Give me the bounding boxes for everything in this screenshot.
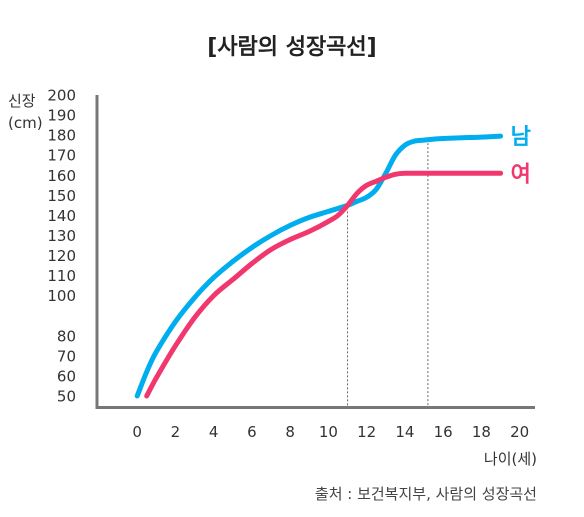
x-tick-label: 10 [319, 423, 338, 441]
chart-title: [사람의 성장곡선] [207, 35, 376, 60]
y-tick-label: 180 [47, 127, 76, 145]
y-tick-label: 160 [47, 167, 76, 185]
y-axis-ticks: 50 60 70 80 100 110 120 130 140 150 160 170 180 190 20… [47, 87, 76, 406]
y-tick-label: 110 [47, 267, 76, 285]
series-line-male [134, 133, 504, 399]
series-labels: 남여 [511, 125, 531, 187]
x-tick-label: 20 [510, 423, 529, 441]
y-tick-label: 170 [47, 147, 76, 165]
y-axis-label-line2: (cm) [8, 114, 43, 132]
x-tick-label: 12 [357, 423, 376, 441]
x-tick-label: 16 [434, 423, 453, 441]
series-line-female [144, 170, 504, 399]
y-tick-label: 140 [47, 207, 76, 225]
series-lines [134, 133, 504, 399]
x-tick-label: 6 [247, 423, 257, 441]
x-axis-ticks: 0 2 4 6 8 10 12 14 16 18 20 [132, 423, 529, 441]
x-tick-label: 18 [472, 423, 491, 441]
y-tick-label: 80 [57, 327, 76, 345]
x-tick-label: 2 [171, 423, 181, 441]
y-tick-label: 190 [47, 107, 76, 125]
y-tick-label: 200 [47, 87, 76, 105]
dashed-markers [347, 139, 429, 406]
x-tick-label: 0 [132, 423, 142, 441]
x-tick-label: 14 [395, 423, 414, 441]
y-tick-label: 100 [47, 287, 76, 305]
y-tick-label: 70 [57, 347, 76, 365]
y-tick-label: 130 [47, 227, 76, 245]
x-axis-label: 나이(세) [484, 450, 537, 468]
x-tick-label: 4 [209, 423, 219, 441]
series-label-male: 남 [511, 125, 531, 150]
source-note: 출처 : 보건복지부, 사람의 성장곡선 [315, 485, 537, 503]
y-axis-label-line1: 신장 [8, 92, 36, 110]
y-tick-label: 120 [47, 247, 76, 265]
y-tick-label: 50 [57, 387, 76, 405]
series-label-female: 여 [511, 162, 531, 187]
y-tick-label: 150 [47, 187, 76, 205]
y-tick-label: 60 [57, 367, 76, 385]
x-tick-label: 8 [285, 423, 295, 441]
